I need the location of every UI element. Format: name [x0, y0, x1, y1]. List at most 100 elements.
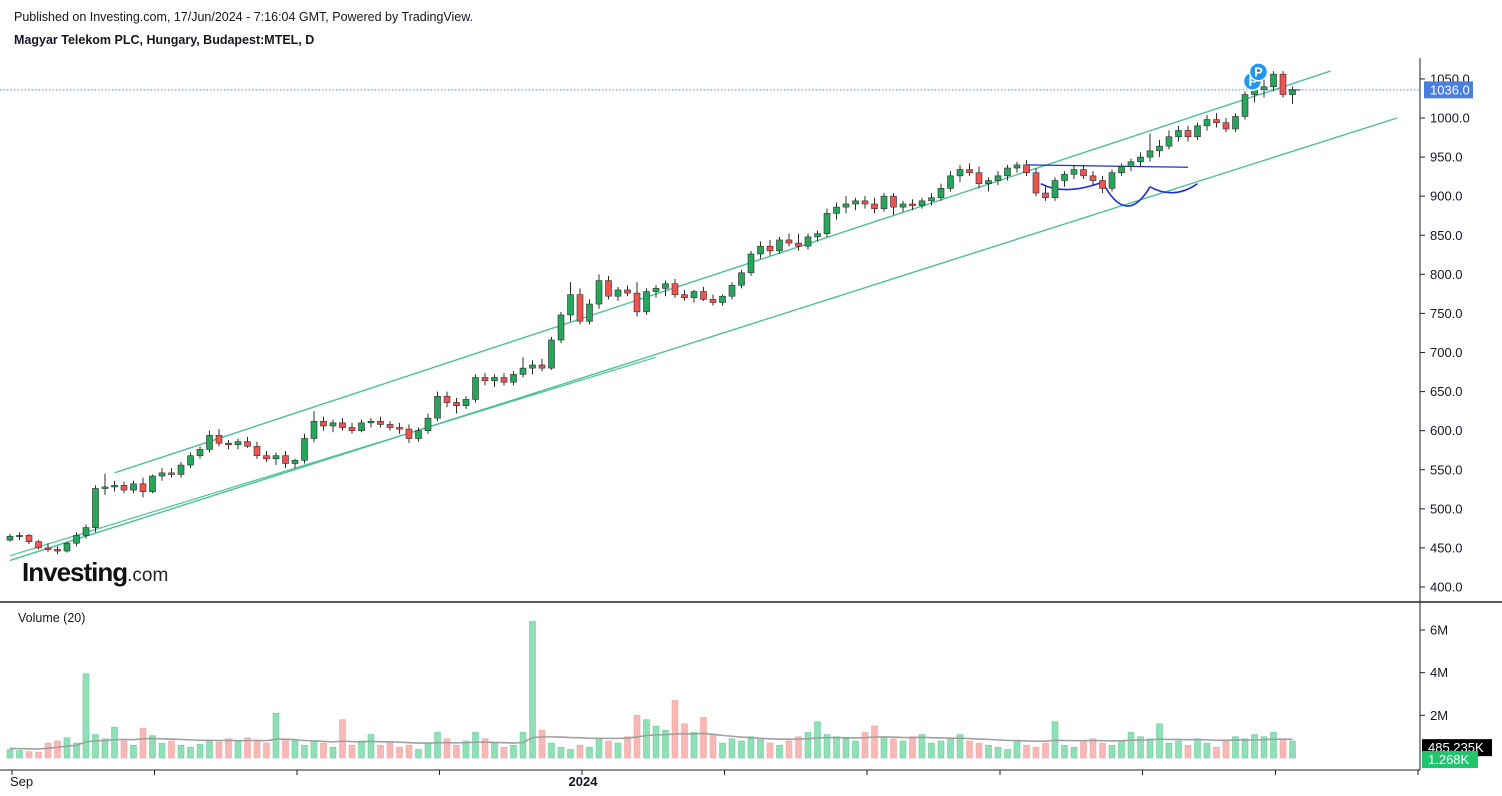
volume-bar: [320, 742, 327, 759]
candle: [700, 286, 707, 301]
volume-bar: [282, 738, 289, 759]
candle: [263, 450, 270, 462]
candle: [1108, 169, 1116, 192]
candle-body: [1203, 119, 1211, 127]
candle-body: [719, 295, 726, 303]
candle-body: [158, 472, 166, 477]
candle-body: [1051, 180, 1059, 199]
candle-body: [177, 464, 185, 475]
volume-bar: [1289, 740, 1296, 759]
candle-body: [396, 427, 403, 430]
channel-line-0: [9, 117, 1398, 562]
candle: [985, 177, 992, 192]
volume-bar: [101, 738, 109, 759]
candle-body: [605, 280, 612, 297]
volume-bar: [823, 734, 831, 759]
candle: [424, 413, 432, 434]
candle-body: [415, 430, 422, 439]
price-tick-label: 1000.0: [1430, 111, 1470, 126]
candle-body: [871, 203, 878, 209]
volume-bar: [1127, 732, 1135, 759]
candle: [871, 197, 878, 214]
price-tick-label: 650.0: [1430, 384, 1463, 399]
volume-current-value: 1.268K: [1428, 752, 1470, 767]
volume-bar: [196, 743, 204, 759]
left-shoulder-curve: [1040, 181, 1103, 191]
candle-body: [6, 535, 14, 541]
price-tick-label: 900.0: [1430, 189, 1463, 204]
volume-bar: [453, 744, 460, 759]
candle: [130, 480, 137, 494]
candle: [1118, 163, 1125, 176]
published-note: Published on Investing.com, 17/Jun/2024 …: [14, 10, 474, 24]
candle-body: [852, 200, 859, 205]
volume-bar: [263, 742, 270, 759]
volume-current-badge: [1422, 751, 1478, 768]
volume-bar: [158, 742, 166, 759]
candle: [1213, 113, 1220, 128]
candle: [82, 524, 90, 539]
candle: [1032, 168, 1040, 197]
candle: [139, 477, 147, 498]
candle: [928, 193, 935, 206]
volume-bar: [890, 738, 897, 759]
volume-bar: [1175, 740, 1182, 759]
candle-body: [1279, 73, 1287, 95]
volume-bar: [1042, 742, 1049, 759]
volume-bar: [1232, 736, 1239, 759]
candle: [491, 374, 498, 387]
candle: [576, 288, 584, 325]
volume-bar: [1213, 747, 1220, 759]
candle: [54, 546, 61, 555]
chart-frame: [0, 58, 1502, 771]
volume-bar: [814, 721, 821, 759]
candle-body: [481, 377, 489, 381]
candle: [339, 418, 346, 431]
candle-body: [329, 422, 337, 427]
candle: [196, 446, 204, 459]
volume-bar: [120, 740, 128, 759]
candle: [538, 358, 546, 372]
candle: [937, 183, 945, 201]
volume-bar: [215, 741, 223, 759]
candle: [662, 280, 669, 297]
volume-bar: [462, 740, 470, 759]
candle-body: [1289, 89, 1296, 95]
candle-body: [1013, 164, 1021, 169]
volume-bar: [956, 734, 964, 759]
volume-bar: [25, 751, 33, 759]
volume-bar: [709, 734, 717, 759]
overlays: FP: [0, 62, 1420, 92]
candle: [785, 233, 793, 247]
volume-bar: [937, 740, 945, 759]
logo-suffix-text: .com: [127, 565, 169, 586]
candle: [757, 241, 764, 259]
volume-bar: [111, 726, 118, 759]
candle: [1241, 91, 1249, 120]
volume-bar: [1137, 736, 1144, 759]
candle-body: [111, 485, 118, 488]
candle: [443, 391, 451, 408]
candle-body: [529, 364, 536, 369]
candle: [1089, 171, 1097, 186]
volume-bar: [1118, 740, 1125, 759]
volume-bar: [918, 734, 926, 759]
candle: [595, 274, 603, 309]
candle: [766, 239, 774, 256]
candle-body: [681, 294, 688, 299]
candle-body: [196, 449, 204, 456]
candle-body: [1118, 166, 1125, 174]
candle-body: [120, 485, 128, 491]
candle: [434, 391, 441, 422]
candle-body: [73, 535, 80, 544]
pivot-marker-label: P: [1254, 64, 1263, 79]
candle: [1070, 164, 1078, 179]
candle-body: [785, 239, 793, 244]
volume-bar: [73, 742, 80, 759]
pattern-drawing: [1026, 164, 1198, 207]
candle: [6, 533, 14, 542]
candle-body: [63, 542, 71, 552]
volume-tick-label: 6M: [1430, 623, 1448, 638]
candle: [291, 458, 299, 469]
